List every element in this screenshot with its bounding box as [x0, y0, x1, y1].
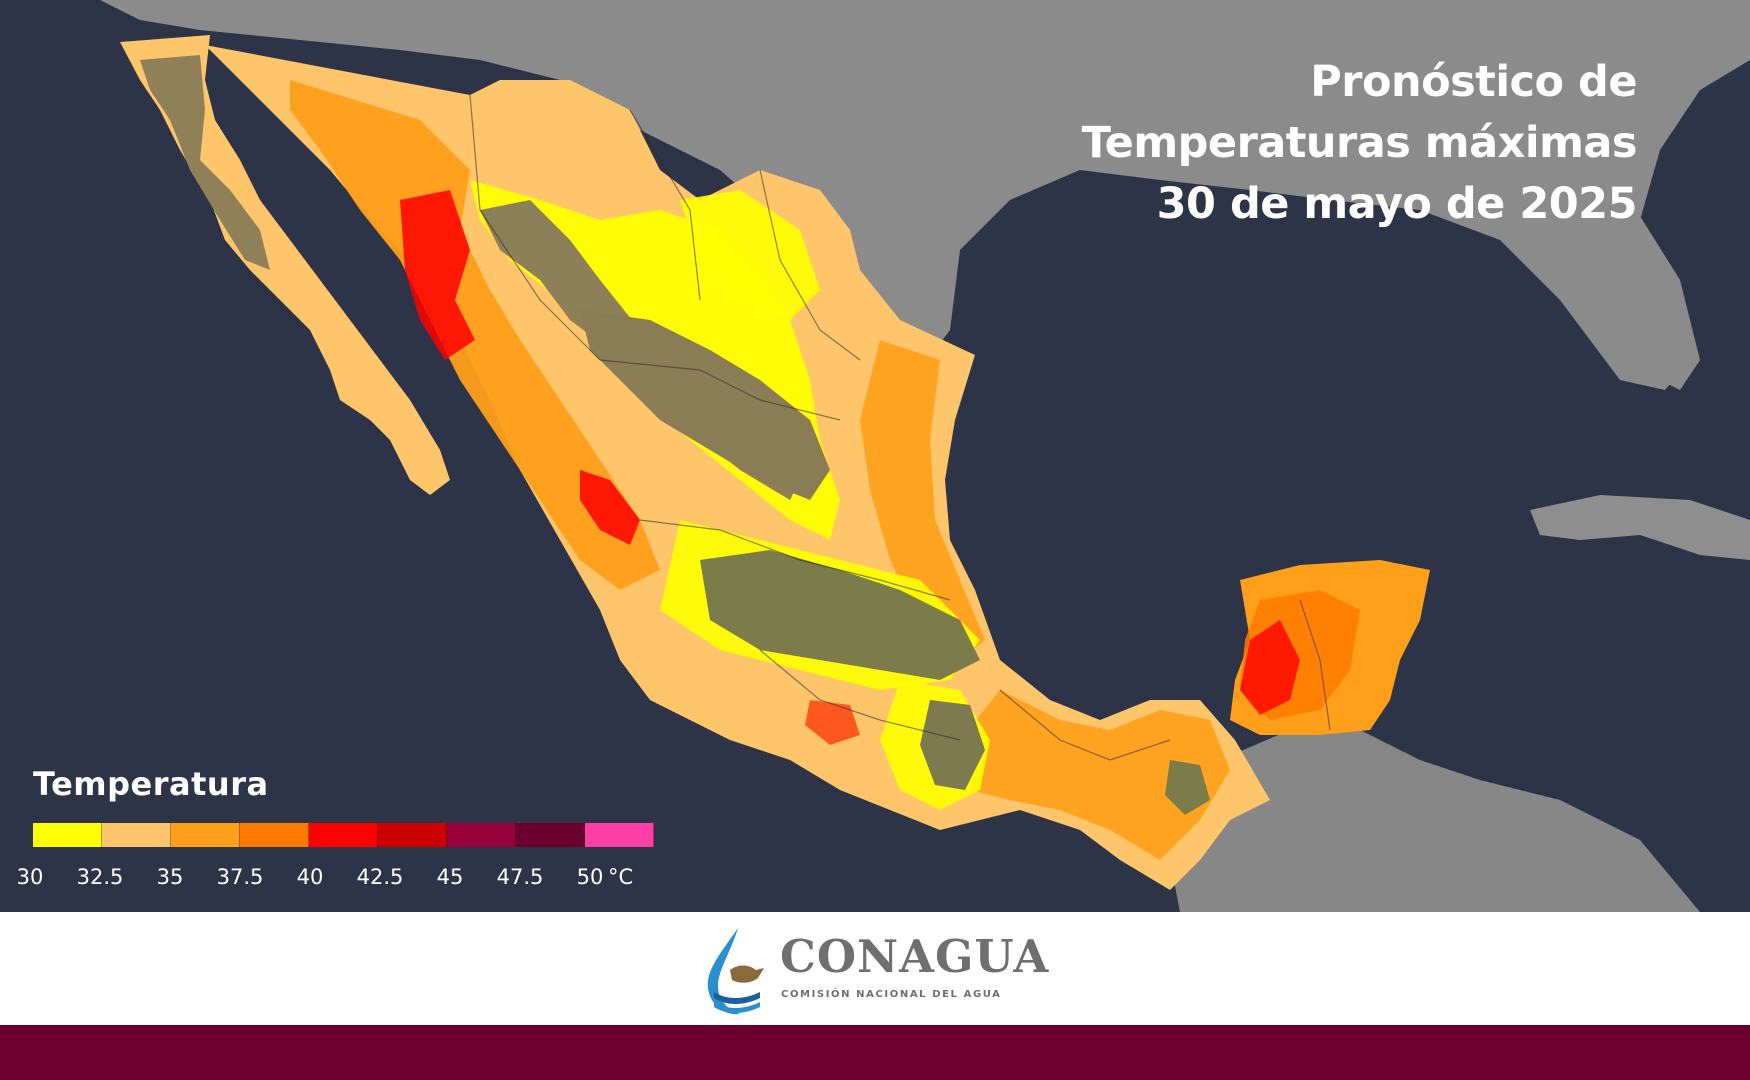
legend-tick-label: 30	[16, 865, 44, 889]
legend-swatch	[171, 823, 240, 847]
legend-tick-label: 42.5	[356, 865, 404, 889]
legend-swatch	[447, 823, 516, 847]
highland-baja	[140, 55, 270, 270]
legend-swatch	[102, 823, 171, 847]
legend-title: Temperatura	[33, 765, 269, 803]
title-line-3: 30 de mayo de 2025	[1156, 179, 1638, 229]
legend-tick-label: 45	[436, 865, 464, 889]
legend-swatch	[378, 823, 447, 847]
north-america-land	[100, 0, 1750, 390]
central-america-land	[1170, 730, 1700, 912]
highland-trans-volcanic	[700, 550, 980, 680]
conagua-logo: CONAGUA COMISIÓN NACIONAL DEL AGUA	[700, 926, 1060, 1018]
highland-oaxaca	[920, 700, 985, 790]
map-graphic	[100, 0, 1750, 912]
cuba-land	[1530, 495, 1750, 560]
legend-tick-label: 50	[576, 865, 604, 889]
legend-swatch	[240, 823, 309, 847]
very-hot-zone-sinaloa	[580, 470, 640, 545]
legend-swatch	[516, 823, 585, 847]
very-hot-zone-guerrero	[805, 700, 860, 745]
legend-swatch	[585, 823, 654, 847]
logo-subtitle: COMISIÓN NACIONAL DEL AGUA	[781, 989, 1002, 1000]
title-line-1: Pronóstico de	[1310, 57, 1637, 107]
logo-wordmark: CONAGUA	[780, 930, 1050, 983]
hot-zone-south	[960, 690, 1230, 860]
map-title: Pronóstico de Temperaturas máximas 30 de…	[1081, 52, 1638, 235]
legend-swatch	[33, 823, 102, 847]
legend-tick-label: 32.5	[76, 865, 124, 889]
highland-central-plateau	[580, 310, 830, 500]
temperature-map: Pronóstico de Temperaturas máximas 30 de…	[0, 0, 1750, 912]
legend-unit: °C	[608, 865, 634, 889]
legend-tick-label: 40	[296, 865, 324, 889]
highland-chiapas	[1165, 760, 1210, 815]
title-line-2: Temperaturas máximas	[1081, 118, 1638, 168]
footer	[0, 912, 1750, 1025]
baja-california	[120, 35, 450, 495]
florida-land	[1560, 200, 1700, 390]
water-drop-icon	[707, 928, 764, 1015]
legend-tick-label: 47.5	[496, 865, 544, 889]
very-hot-zone-yucatan	[1240, 620, 1300, 715]
state-boundaries	[469, 94, 1331, 761]
hot-zone-sonora	[290, 80, 660, 590]
legend-swatch	[309, 823, 378, 847]
legend-tick-label: 35	[156, 865, 184, 889]
hot-zone-gulf-coast	[860, 340, 985, 660]
brand-band	[0, 1025, 1750, 1080]
cool-zone-coahuila	[680, 190, 820, 320]
very-hot-zone-sonora	[400, 190, 475, 360]
legend-tick-label: 37.5	[216, 865, 264, 889]
legend-color-bar	[33, 823, 654, 847]
